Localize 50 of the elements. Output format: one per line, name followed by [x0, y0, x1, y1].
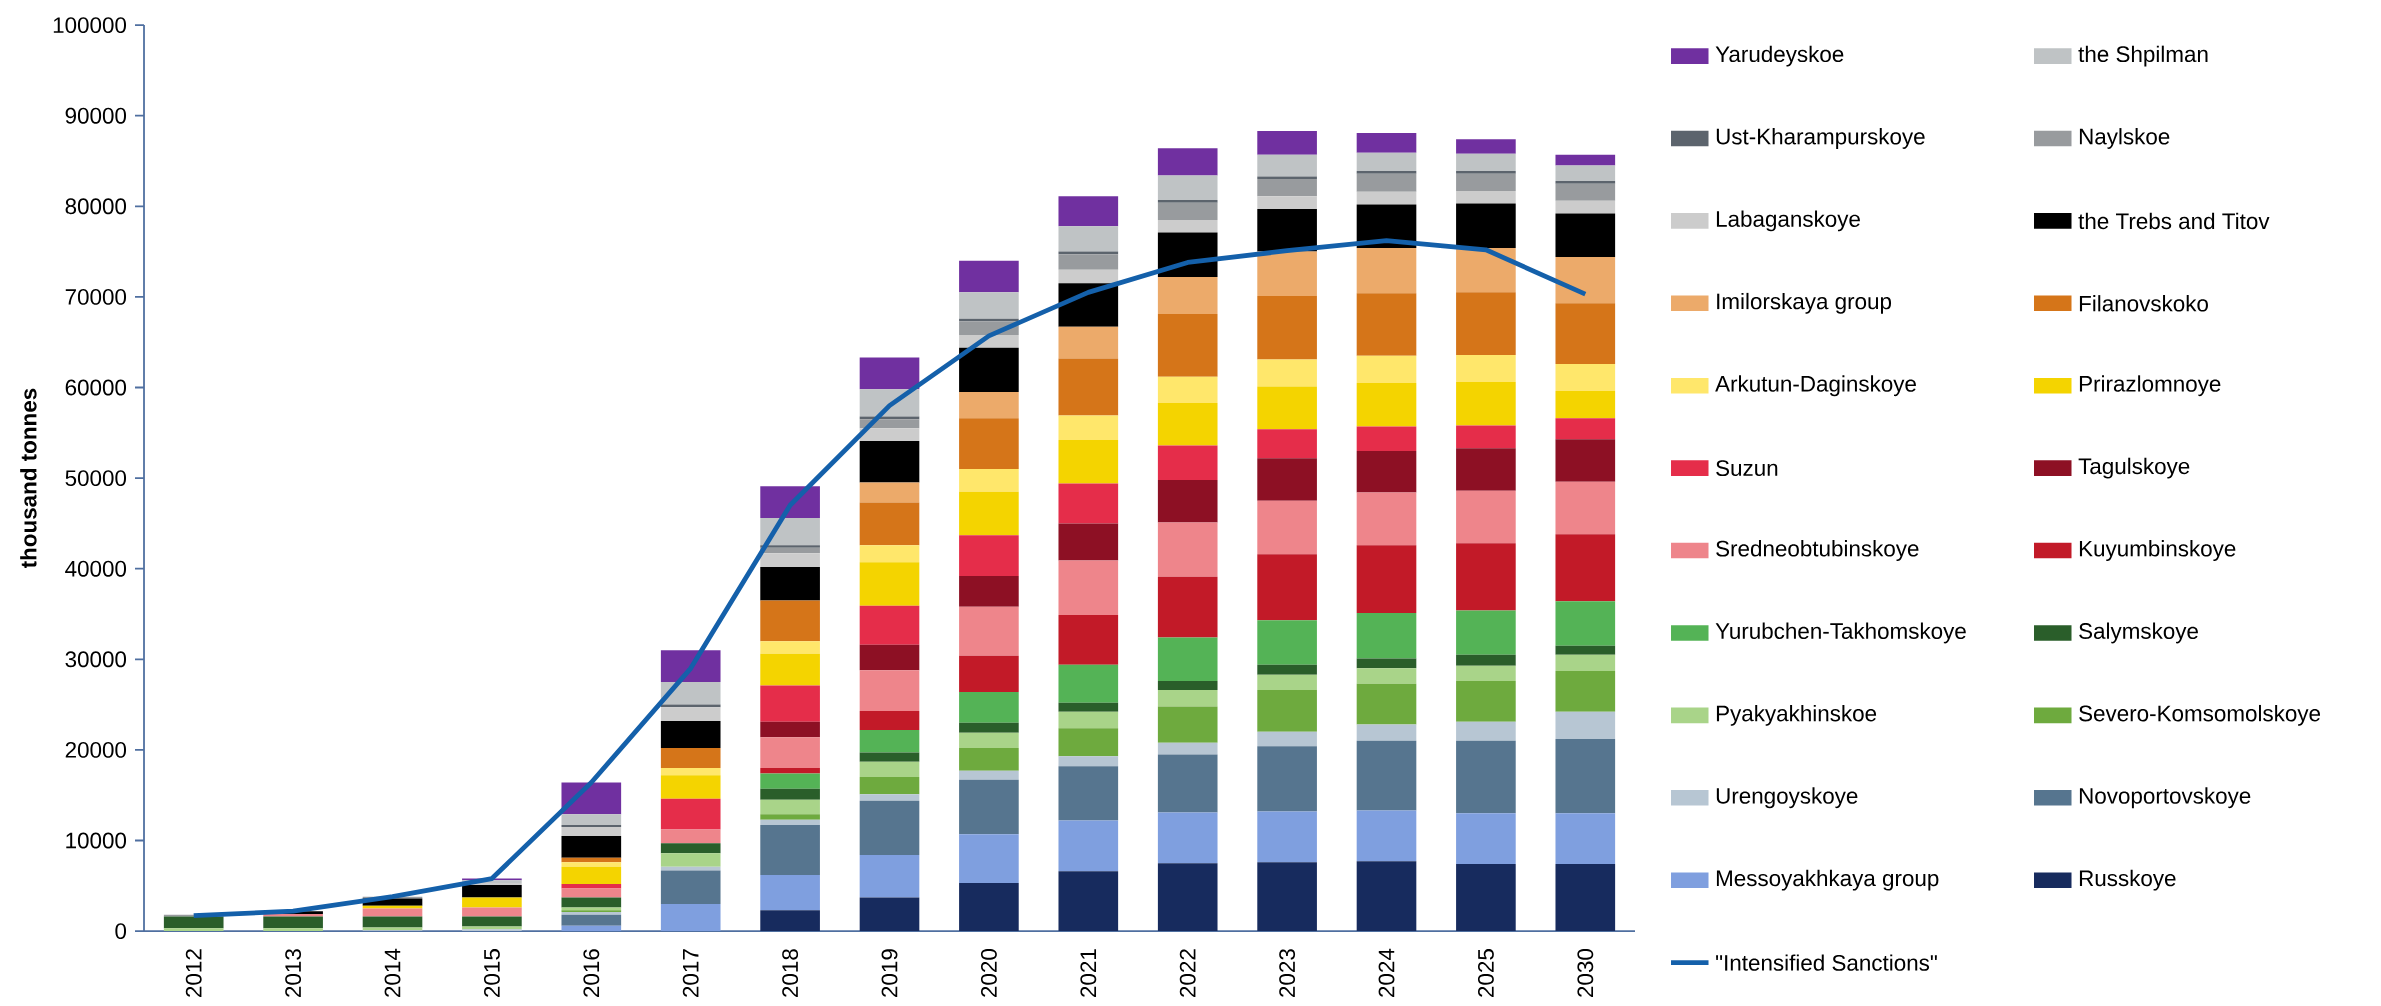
x-tick-label: 2020 [980, 949, 997, 998]
y-tick-label: 60000 [65, 379, 127, 396]
legend-label: Russkoye [2079, 870, 2176, 891]
legend-label: Prirazlomnoye [2079, 375, 2221, 397]
y-tick-label: 10000 [66, 832, 127, 849]
legend-label: Pyakyakhinskoe [1716, 705, 1877, 727]
x-tick-label: 2019 [881, 949, 898, 998]
y-tick-label: 30000 [65, 651, 127, 668]
legend-label: Arkutun-Daginskoye [1715, 375, 1916, 397]
legend-label: Kuyumbinskoye [2079, 540, 2236, 562]
legend-label: "Intensified Sanctions" [1716, 954, 1937, 972]
legend-label: Urengoyskoye [1716, 787, 1858, 809]
legend-label: Imilorskaya group [1717, 293, 1892, 314]
legend-label: Suzun [1716, 460, 1778, 477]
x-tick-label: 2017 [682, 949, 699, 998]
legend-label: Tagulskoye [2078, 457, 2190, 479]
y-tick-label: 90000 [65, 108, 127, 124]
x-tick-label: 2012 [185, 949, 202, 998]
y-tick-label: 80000 [65, 198, 127, 215]
y-tick-label: 40000 [65, 561, 127, 577]
legend-label: Yurubchen-Takhomskoye [1715, 622, 1966, 644]
legend-label: Naylskoe [2079, 128, 2170, 150]
x-tick-label: 2025 [1477, 949, 1494, 998]
x-tick-label: 2016 [583, 949, 600, 998]
y-tick-label: 70000 [65, 289, 127, 306]
legend-label: Novoportovskoye [2079, 787, 2251, 809]
legend-label: Salymskoye [2079, 622, 2198, 644]
legend-label: Sredneobtubinskoye [1716, 540, 1919, 562]
x-tick-label: 2023 [1279, 949, 1296, 998]
legend-label: Messoyakhkaya group [1716, 870, 1939, 891]
legend-label: the Shpilman [2078, 45, 2208, 67]
x-tick-label: 2024 [1378, 949, 1395, 998]
x-tick-label: 2030 [1577, 949, 1594, 998]
x-tick-label: 2014 [384, 949, 401, 998]
y-tick-label: 20000 [65, 742, 127, 759]
legend-label: Filanovskoko [2079, 295, 2208, 312]
y-tick-label: 50000 [65, 470, 127, 487]
legend-label: Labaganskoye [1716, 210, 1860, 232]
y-tick-label: 100000 [53, 17, 127, 34]
legend-label: Ust-Kharampurskoye [1716, 128, 1925, 150]
legend-label: the Trebs and Titov [2078, 212, 2270, 230]
y-axis-title: thousand tonnes [20, 389, 37, 569]
x-tick-label: 2015 [483, 949, 500, 998]
x-tick-label: 2021 [1080, 949, 1097, 998]
legend-label: Severo-Komsomolskoye [2079, 705, 2321, 727]
y-tick-label: 0 [115, 923, 127, 940]
x-tick-label: 2018 [782, 949, 799, 998]
x-tick-label: 2013 [285, 949, 302, 998]
x-tick-label: 2022 [1179, 949, 1196, 998]
legend-label: Yarudeyskoe [1715, 45, 1844, 67]
